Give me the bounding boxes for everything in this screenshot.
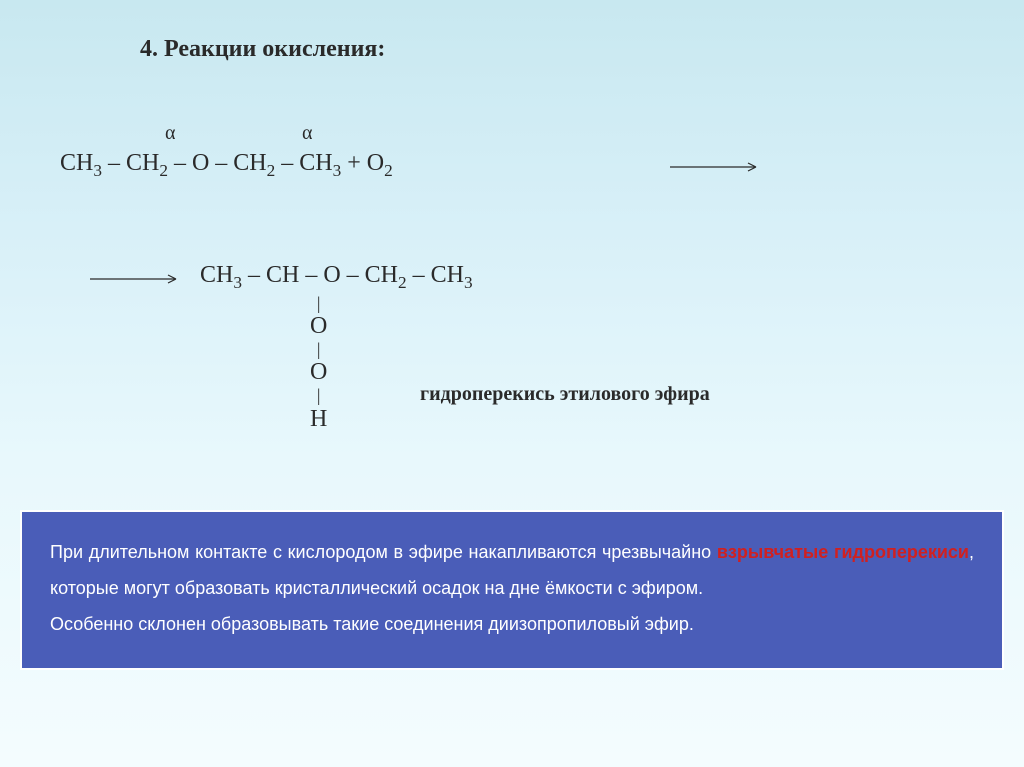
reaction-arrow-1: [670, 160, 760, 178]
highlighted-term: взрывчатые гидроперекиси: [717, 542, 969, 562]
alpha-label-2: α: [302, 122, 312, 145]
section-title: 4. Реакции окисления:: [140, 36, 385, 63]
product-formula: CH3 – CH – O – CH2 – CH3: [200, 262, 473, 293]
alpha-label-1: α: [165, 122, 175, 145]
product-name-label: гидроперекись этилового эфира: [420, 383, 710, 406]
reaction-arrow-2: [90, 272, 180, 290]
product-vertical-chain: | O | O | H: [310, 295, 327, 434]
info-box: При длительном контакте с кислородом в э…: [20, 510, 1004, 670]
reactant-formula: CH3 – CH2 – O – CH2 – CH3 + O2: [60, 150, 393, 181]
info-paragraph-2: Особенно склонен образовывать такие соед…: [50, 606, 974, 642]
info-paragraph-1: При длительном контакте с кислородом в э…: [50, 534, 974, 606]
